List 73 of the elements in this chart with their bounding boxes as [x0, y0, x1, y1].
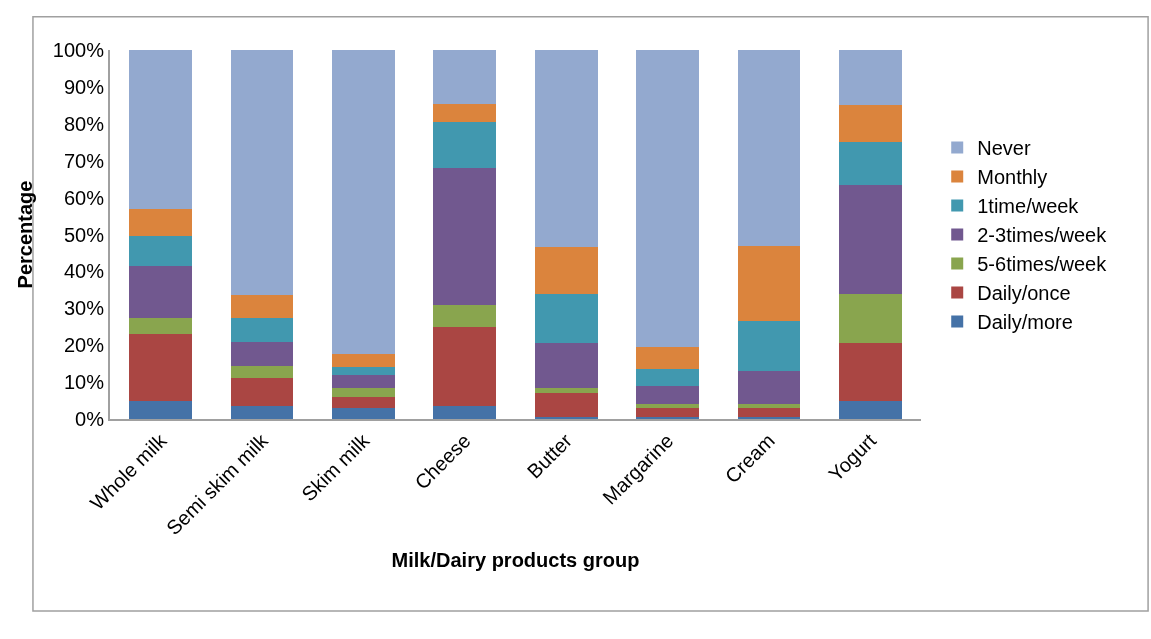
bar	[737, 407, 801, 418]
bar	[332, 354, 395, 368]
bar	[129, 334, 193, 401]
bar	[433, 50, 497, 104]
bar	[433, 103, 497, 122]
y-tick-label: 100%	[52, 39, 105, 61]
bar	[433, 406, 497, 419]
bar	[838, 293, 902, 344]
bar	[534, 247, 598, 294]
bar	[129, 50, 193, 209]
bar	[838, 343, 902, 401]
legend-label: Monthly	[977, 166, 1048, 189]
bar	[534, 393, 598, 418]
bar	[332, 374, 395, 388]
bar	[129, 208, 193, 237]
bar	[433, 326, 497, 407]
bar	[636, 385, 699, 405]
y-tick-label: 30%	[63, 297, 105, 320]
bar	[636, 369, 699, 386]
y-tick-label: 70%	[63, 149, 105, 172]
y-tick-label: 80%	[63, 112, 105, 135]
bar	[737, 245, 801, 322]
bar	[129, 236, 193, 266]
legend-label: Never	[977, 137, 1031, 160]
bar	[332, 387, 395, 397]
bar	[332, 367, 395, 375]
legend-label: Daily/more	[977, 311, 1073, 334]
bar	[534, 343, 598, 388]
bar	[636, 404, 699, 408]
y-tick-label: 0%	[75, 408, 105, 430]
bar	[737, 321, 801, 372]
bar	[230, 50, 294, 296]
bar	[230, 317, 294, 342]
y-tick-label: 50%	[63, 223, 105, 246]
bar	[838, 184, 902, 294]
y-tick-label: 10%	[63, 371, 105, 394]
bar	[129, 265, 193, 318]
bar	[838, 142, 902, 185]
bar	[534, 50, 598, 248]
y-tick-label: 60%	[63, 186, 105, 209]
bar	[838, 400, 902, 419]
legend-label: 5-6times/week	[977, 253, 1108, 276]
bar	[230, 378, 294, 407]
bar	[737, 50, 801, 246]
bar	[332, 50, 395, 355]
bar	[129, 317, 193, 335]
bar	[332, 396, 395, 408]
bar	[838, 50, 902, 106]
bar	[230, 341, 294, 366]
bar	[534, 293, 598, 344]
bar	[534, 387, 598, 394]
legend-label: Daily/once	[977, 282, 1071, 305]
bar	[737, 371, 801, 405]
bar	[433, 168, 497, 305]
bar	[230, 406, 294, 419]
bar	[332, 407, 395, 419]
bar	[636, 50, 699, 348]
bar	[636, 347, 699, 370]
bar	[636, 407, 699, 418]
y-tick-label: 90%	[63, 75, 105, 98]
legend-label: 1time/week	[977, 195, 1080, 218]
y-tick-label: 20%	[63, 334, 105, 357]
legend-label: 2-3times/week	[977, 224, 1108, 247]
y-tick-label: 40%	[63, 260, 105, 283]
bar	[433, 121, 497, 169]
bar	[230, 365, 294, 379]
bar	[737, 404, 801, 408]
bar	[433, 304, 497, 327]
bar	[129, 400, 193, 419]
bar	[230, 295, 294, 318]
bar	[838, 105, 902, 143]
y-axis-title: Percentage	[13, 180, 36, 289]
x-axis-title: Milk/Dairy products group	[391, 549, 640, 572]
